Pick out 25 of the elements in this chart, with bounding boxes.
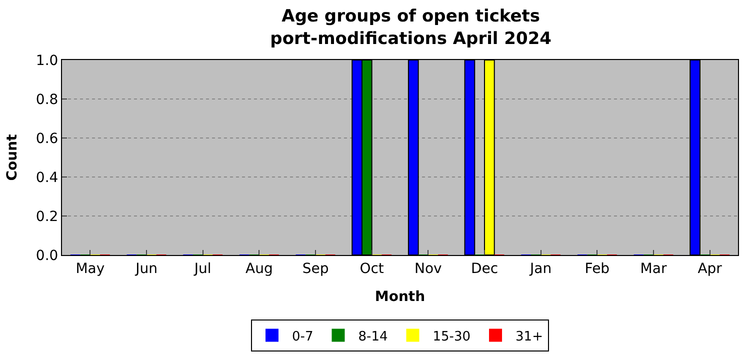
x-tick-label: Nov [414, 260, 442, 277]
x-tick-label: Apr [698, 260, 722, 277]
legend-label: 15-30 [432, 329, 471, 344]
y-tick-label: 0.6 [36, 130, 58, 147]
chart-title: Age groups of open tickets port-modifications April 2024 [270, 6, 552, 49]
x-tick-label: Mar [640, 260, 667, 277]
x-tick-label: Sep [302, 260, 329, 277]
y-tick-label: 0.0 [36, 248, 58, 264]
y-axis-title: Count [4, 134, 21, 181]
x-tick-label: Feb [584, 260, 610, 277]
x-axis-title: Month [374, 289, 426, 306]
legend-label: 31+ [516, 329, 543, 344]
legend-label: 8-14 [358, 329, 388, 344]
y-tick-label: 1.0 [36, 52, 58, 69]
legend-label: 0-7 [292, 329, 314, 344]
y-tick-label: 0.4 [36, 170, 58, 186]
x-tick-label: Aug [246, 260, 273, 277]
x-tick-label: Jul [193, 260, 212, 277]
x-tick-label: Oct [360, 260, 384, 277]
y-tick-label: 0.2 [36, 208, 58, 225]
x-tick-label: Dec [470, 260, 498, 277]
x-tick-label: Jun [134, 260, 158, 277]
x-tick-label: Jan [529, 260, 552, 277]
y-tick-label: 0.8 [36, 92, 58, 108]
x-tick-label: May [76, 260, 105, 277]
